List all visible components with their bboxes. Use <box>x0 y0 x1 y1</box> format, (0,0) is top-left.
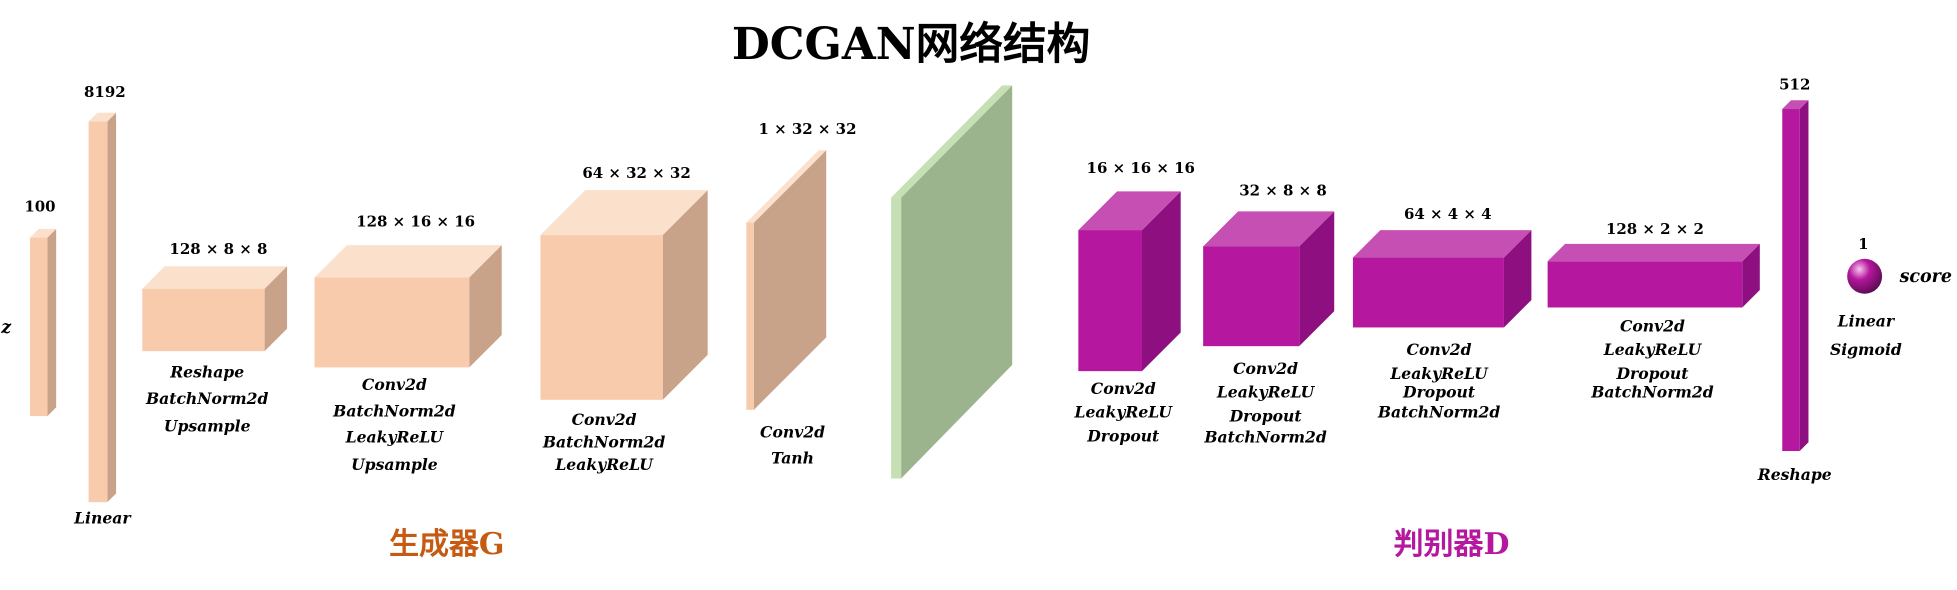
block-size: 1 × 32 × 32 <box>759 120 857 138</box>
block-top <box>1203 211 1335 247</box>
block-op: Conv2d <box>1091 379 1156 398</box>
block-front <box>142 288 265 352</box>
block-front <box>1782 109 1800 452</box>
block-top <box>88 112 117 122</box>
block-top <box>1352 230 1532 258</box>
block-front <box>1078 230 1142 372</box>
block-op: BatchNorm2d <box>332 401 456 420</box>
block-side <box>47 228 57 417</box>
block-size: 128 × 8 × 8 <box>169 240 267 258</box>
block-top <box>142 266 288 289</box>
block-op: LeakyReLU <box>1389 364 1489 383</box>
block-front <box>1547 261 1743 308</box>
block-side <box>662 190 708 400</box>
block-op: BatchNorm2d <box>1377 403 1501 422</box>
block-top <box>1078 191 1181 231</box>
output-label: score <box>1899 267 1952 287</box>
block-op: Conv2d <box>1233 359 1298 378</box>
block-op: LeakyReLU <box>1074 403 1174 422</box>
block-size: 32 × 8 × 8 <box>1239 181 1327 199</box>
block-op: BatchNorm2d <box>145 389 269 408</box>
block-op: Conv2d <box>572 410 637 429</box>
block-op: LeakyReLU <box>345 428 445 447</box>
block-op: LeakyReLU <box>554 455 654 474</box>
block-op: Reshape <box>1757 465 1832 484</box>
block-op: Dropout <box>1229 406 1303 425</box>
discriminator-label: 判别器D <box>1394 527 1510 562</box>
block-size: 8192 <box>84 83 126 101</box>
block-front <box>88 121 108 503</box>
block-op: LeakyReLU <box>1216 383 1316 402</box>
block-op: Conv2d <box>1407 340 1472 359</box>
block-size: 128 × 2 × 2 <box>1606 220 1704 238</box>
block-front <box>1203 246 1300 347</box>
block-top <box>1782 100 1809 110</box>
block-side <box>753 150 827 410</box>
block-size: 128 × 16 × 16 <box>356 213 475 231</box>
block-size: 64 × 4 × 4 <box>1404 205 1492 223</box>
block-side <box>469 245 502 368</box>
block-op: Conv2d <box>362 375 427 394</box>
block-top <box>540 190 708 236</box>
block-size: 1 <box>1858 235 1868 253</box>
block-top <box>314 245 502 278</box>
block-op: BatchNorm2d <box>1203 428 1327 447</box>
block-side <box>1799 100 1809 452</box>
block-op: Upsample <box>351 455 438 474</box>
block-side <box>107 112 117 503</box>
block-side <box>1503 230 1532 328</box>
block-op: Conv2d <box>1620 316 1685 335</box>
title: DCGAN网络结构 <box>732 19 1090 70</box>
block-top <box>746 150 827 223</box>
block-top <box>1547 243 1760 262</box>
block-op: Tanh <box>771 449 814 468</box>
block-size: 100 <box>24 198 55 216</box>
block-op: BatchNorm2d <box>542 433 666 452</box>
block-front <box>1352 257 1504 328</box>
input-label: z <box>0 318 12 338</box>
block-op: Dropout <box>1402 383 1476 402</box>
image-slab <box>891 85 1013 479</box>
block-op: Dropout <box>1615 364 1689 383</box>
block-size: 512 <box>1779 75 1810 93</box>
output-node <box>1847 258 1883 294</box>
block-op: Dropout <box>1086 426 1160 445</box>
block-side <box>264 266 288 352</box>
block-front <box>314 277 470 368</box>
block-size: 64 × 32 × 32 <box>582 164 690 182</box>
block-front <box>746 222 754 410</box>
block-op: Conv2d <box>760 423 825 442</box>
block-side <box>1299 211 1335 347</box>
block-size: 16 × 16 × 16 <box>1087 159 1195 177</box>
block-side <box>1742 243 1760 308</box>
block-op: Linear <box>1837 311 1896 330</box>
block-op: Sigmoid <box>1830 340 1902 359</box>
block-op: Linear <box>73 509 132 528</box>
generator-label: 生成器G <box>389 527 504 562</box>
block-front <box>29 237 48 417</box>
block-op: LeakyReLU <box>1603 340 1703 359</box>
block-side <box>1141 191 1181 372</box>
block-op: BatchNorm2d <box>1590 383 1714 402</box>
block-op: Reshape <box>169 363 244 382</box>
block-front <box>540 235 663 400</box>
block-op: Upsample <box>164 416 251 435</box>
